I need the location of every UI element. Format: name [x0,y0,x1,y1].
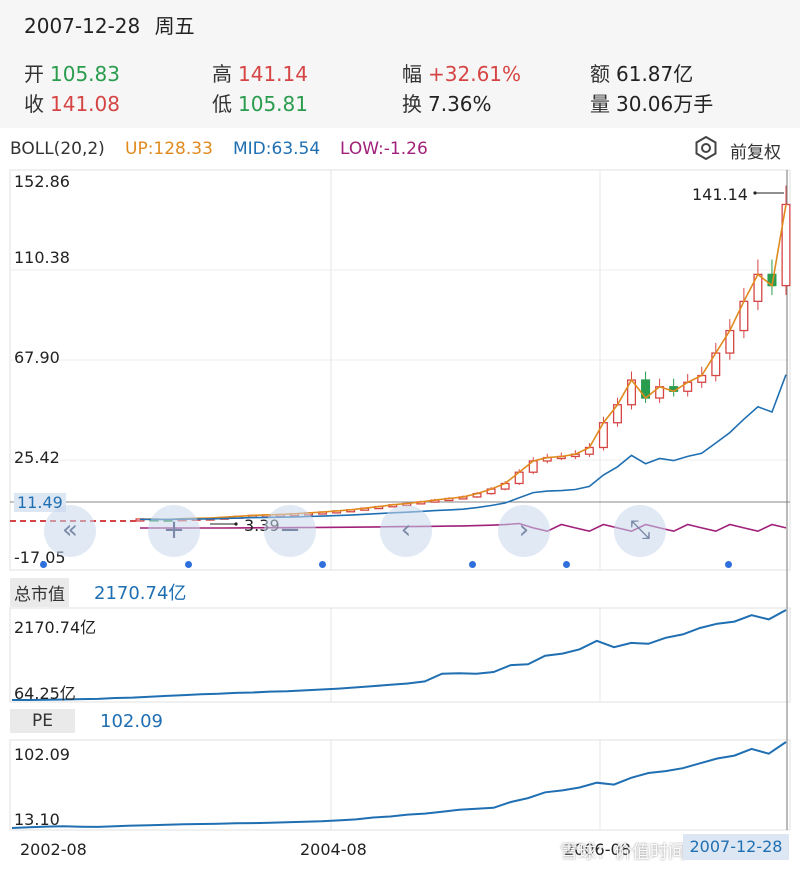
stat-label: 换 [402,92,422,116]
zoom-in-button[interactable]: + [148,505,200,557]
stat-value: 105.83 [50,62,120,86]
watermark: 雪球：价值时间 [560,842,686,863]
stat-value: 141.08 [50,92,120,116]
panel-border-1 [9,607,791,703]
min-pointer-dot [234,522,238,526]
quote-header: 2007-12-28 周五 开 105.83 高 141.14 幅 +32.61% 额 61.… [0,0,800,128]
stat-6: 换 7.36% [402,88,492,117]
market-cap-title: 总市值 [10,578,69,607]
market-cap-line [12,609,787,701]
pe-title: PE [10,709,75,733]
stat-label: 幅 [402,62,422,86]
x-label-2: 2006-08 [564,840,631,859]
stat-7: 量 30.06万手 [590,88,713,117]
market-cap-ymax: 2170.74亿 [14,618,97,637]
boll-low-line [140,522,787,533]
stat-value: 105.81 [238,92,308,116]
stat-0: 开 105.83 [24,58,120,87]
x-label-1: 2004-08 [300,840,367,859]
stat-4: 收 141.08 [24,88,120,117]
pe-line [11,741,787,829]
main-ylabel-0: 152.86 [14,172,70,191]
price-adjust-toggle[interactable]: 前复权 [730,143,781,163]
next-button[interactable]: › [498,505,550,557]
trade-date: 2007-12-28 周五 [24,10,195,39]
stat-label: 收 [24,92,44,116]
stat-label: 开 [24,62,44,86]
stat-value: 30.06万手 [616,92,714,116]
boll-low: LOW:-1.26 [340,139,428,159]
panel-border-2 [9,739,791,831]
stat-value: 61.87亿 [616,62,694,86]
boll-up-line [139,204,787,521]
panel-border-0 [9,169,791,571]
market-cap-value: 2170.74亿 [94,583,187,604]
stat-value: 141.14 [238,62,308,86]
boll-mid-line [139,374,787,521]
page-dot-1 [40,561,47,568]
page-dot-6 [725,561,732,568]
stat-label: 低 [212,92,232,116]
boll-up: UP:128.33 [125,139,213,159]
page-dot-4 [469,561,476,568]
boll-indicator-bar: BOLL(20,2) UP:128.33 MID:63.54 LOW:-1.26 [0,135,800,165]
market-cap-ymin: 64.25亿 [14,684,76,703]
trade-weekday: 周五 [154,14,195,38]
x-label-0: 2002-08 [20,840,87,859]
boll-name[interactable]: BOLL(20,2) [10,139,105,159]
candle-body-46 [781,203,791,287]
stat-3: 额 61.87亿 [590,58,693,87]
page-dot-5 [563,561,570,568]
stat-label: 量 [590,92,610,116]
prev-button[interactable]: ‹ [380,505,432,557]
stat-2: 幅 +32.61% [402,58,521,87]
max-price-marker: 141.14 [692,185,748,204]
stat-value: 7.36% [428,92,492,116]
zoom-out-button[interactable]: − [264,505,316,557]
trade-date-value: 2007-12-28 [24,14,141,38]
main-ylabel-1: 110.38 [14,248,70,267]
boll-mid: MID:63.54 [233,139,321,159]
main-ylabel-3: 25.42 [14,448,60,467]
stat-label: 高 [212,62,232,86]
main-ylabel-2: 67.90 [14,348,60,367]
selected-date-badge: 2007-12-28 [683,834,789,860]
main-ylabel-4: 11.49 [14,493,66,512]
rewind-button[interactable]: « [44,505,96,557]
stat-1: 高 141.14 [212,58,308,87]
page-dot-2 [185,561,192,568]
stat-5: 低 105.81 [212,88,308,117]
stat-label: 额 [590,62,610,86]
pe-value: 102.09 [100,711,163,732]
fullscreen-button[interactable]: ⤡ [614,505,666,557]
settings-gear-icon[interactable] [694,136,718,160]
stat-value: +32.61% [428,62,522,86]
main-ylabel-5: -17.05 [14,548,66,567]
pe-ymax: 102.09 [14,745,70,764]
pe-ymin: 13.10 [14,810,60,829]
page-dot-3 [319,561,326,568]
max-pointer-dot [753,191,757,195]
